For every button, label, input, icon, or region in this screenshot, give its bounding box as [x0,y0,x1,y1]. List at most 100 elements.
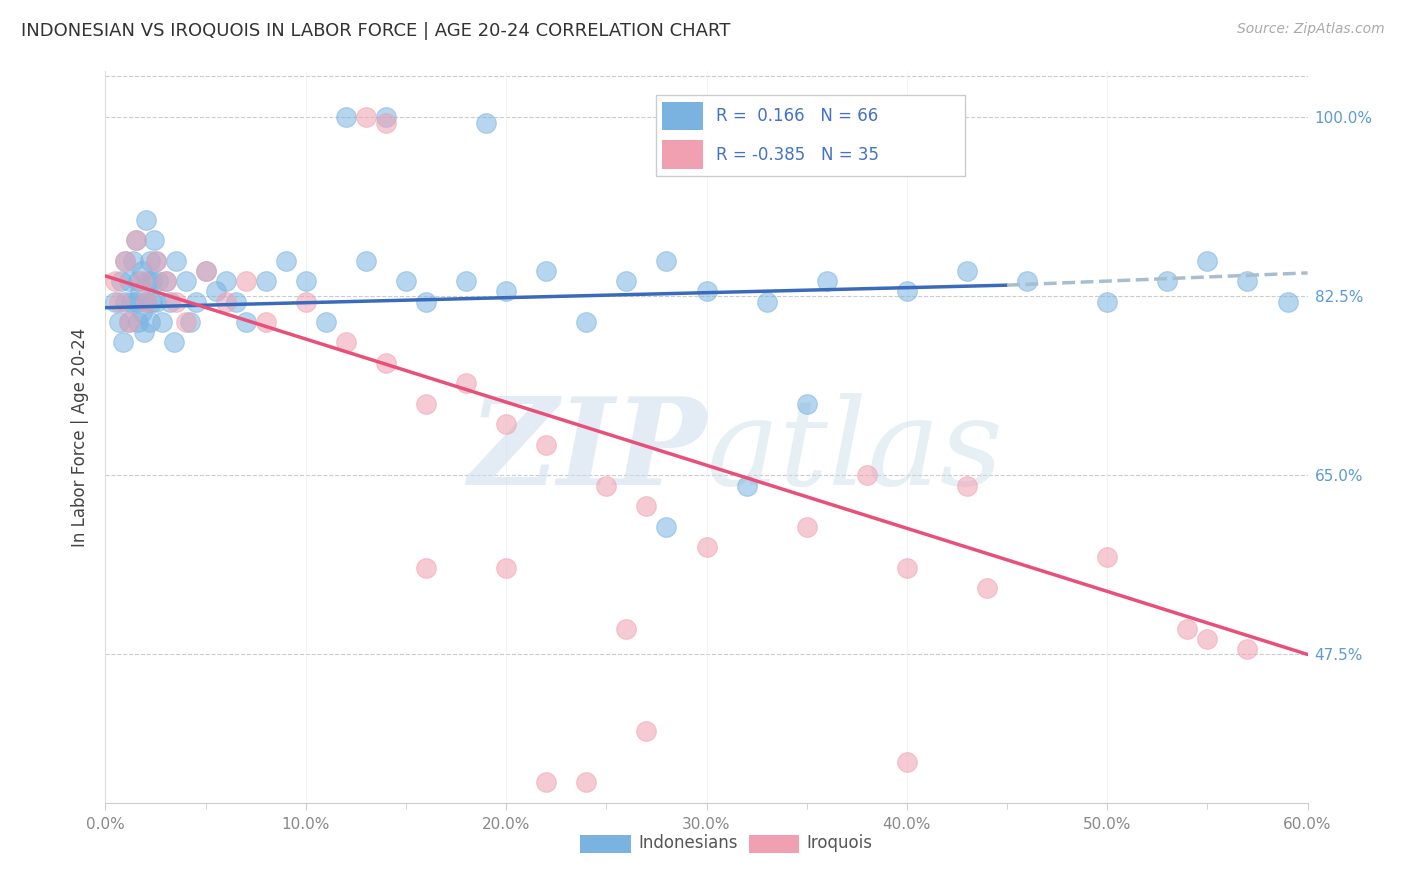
Point [254,274,277,288]
Point [165,294,187,309]
Point [475,115,498,129]
Point [135,294,157,309]
Point [896,560,918,574]
Point [118,274,141,288]
Point [534,775,557,789]
Point [128,285,150,299]
Point [1097,550,1119,565]
Text: Indonesians: Indonesians [638,834,738,852]
Point [1197,632,1219,647]
Point [214,294,236,309]
Point [374,115,398,129]
Point [274,253,297,268]
Point [159,294,181,309]
Point [755,294,778,309]
Point [636,499,658,513]
Point [104,274,127,288]
Point [956,264,979,278]
Point [131,274,153,288]
Point [855,468,877,483]
Point [374,111,398,125]
Point [696,540,718,554]
Point [131,305,153,319]
Point [534,264,557,278]
Point [150,315,173,329]
Point [636,724,658,739]
Point [415,560,437,574]
Point [616,622,638,636]
Point [179,315,201,329]
Point [354,253,377,268]
Point [122,253,145,268]
Point [796,519,818,533]
Point [184,294,207,309]
Point [108,315,131,329]
Point [1236,642,1258,657]
Point [104,294,127,309]
Point [295,294,318,309]
Point [225,294,247,309]
Point [815,274,838,288]
Point [575,775,598,789]
Point [174,274,197,288]
Point [135,212,157,227]
Point [495,285,517,299]
Point [335,111,357,125]
Point [136,274,159,288]
Point [118,315,141,329]
Point [141,294,163,309]
Point [138,253,160,268]
Point [655,519,678,533]
Point [162,335,184,350]
Point [114,294,136,309]
Point [295,274,318,288]
Point [124,294,146,309]
Point [127,315,149,329]
Point [1017,274,1039,288]
Point [415,294,437,309]
Point [194,264,217,278]
Point [1236,274,1258,288]
Point [155,274,177,288]
Point [194,264,217,278]
Point [155,274,177,288]
Point [796,397,818,411]
Text: Iroquois: Iroquois [806,834,872,852]
Point [112,335,135,350]
Point [121,294,143,309]
Point [118,315,141,329]
Point [131,264,153,278]
Bar [581,835,631,853]
Point [142,233,165,247]
Point [1177,622,1199,636]
Text: ZIP: ZIP [468,392,707,511]
Point [735,478,758,492]
Point [132,325,155,339]
Point [495,417,517,432]
Point [145,253,167,268]
Text: atlas: atlas [707,393,1004,510]
Point [956,478,979,492]
Point [696,285,718,299]
Point [896,755,918,769]
Point [395,274,418,288]
Point [655,253,678,268]
Point [595,478,617,492]
Point [145,253,167,268]
Point [124,233,146,247]
Point [534,438,557,452]
Point [254,315,277,329]
Text: INDONESIAN VS IROQUOIS IN LABOR FORCE | AGE 20-24 CORRELATION CHART: INDONESIAN VS IROQUOIS IN LABOR FORCE | … [21,22,731,40]
Point [138,315,160,329]
Point [1197,253,1219,268]
Bar [748,835,799,853]
Point [124,233,146,247]
Text: Source: ZipAtlas.com: Source: ZipAtlas.com [1237,22,1385,37]
Point [335,335,357,350]
Point [454,376,477,391]
Point [616,274,638,288]
Point [114,253,136,268]
Point [315,315,337,329]
Point [896,285,918,299]
Point [135,294,157,309]
